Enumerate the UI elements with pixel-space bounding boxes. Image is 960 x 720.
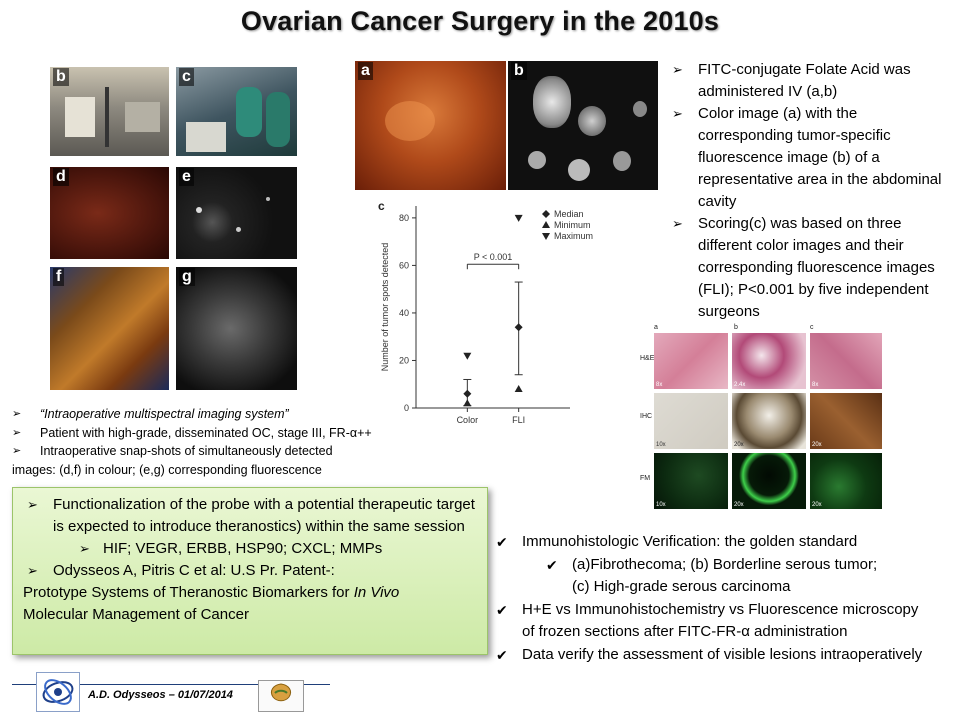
point-minimum-fli bbox=[514, 384, 523, 392]
arrow-bullet-icon: ➢ bbox=[79, 541, 90, 556]
left-bullet-3: ➢ Intraoperative snap-shots of simultaneo… bbox=[12, 442, 412, 461]
legend-label-minimum: Minimum bbox=[554, 220, 591, 230]
image-panel-d: d bbox=[50, 167, 169, 259]
image-label-e: e bbox=[179, 168, 194, 186]
y-tick-label: 60 bbox=[399, 260, 409, 270]
arrow-bullet-icon: ➢ bbox=[672, 106, 683, 121]
right-bullet-2: ➢ Color image (a) with the corresponding … bbox=[672, 105, 942, 210]
image-label-b-top: b bbox=[511, 62, 527, 80]
point-median-fli bbox=[514, 323, 523, 332]
y-tick-label: 80 bbox=[399, 213, 409, 223]
hist-row-ihc: IHC bbox=[640, 413, 653, 420]
hist-he-b: 2.4x bbox=[732, 333, 806, 389]
point-minimum-color bbox=[463, 399, 472, 407]
image-label-f: f bbox=[53, 268, 65, 286]
image-panel-g: g bbox=[176, 267, 297, 390]
checkmark-icon: ✔ bbox=[496, 646, 508, 663]
slide-title: Ovarian Cancer Surgery in the 2010s bbox=[240, 6, 720, 36]
hist-fm-c: 20x bbox=[810, 453, 882, 509]
hist-row-he: H&E bbox=[640, 355, 655, 362]
x-tick-label-color: Color bbox=[457, 415, 479, 425]
checkmark-icon: ✔ bbox=[496, 534, 508, 550]
hist-ihc-a: 10x bbox=[654, 393, 728, 449]
image-panel-b-fluorescence: b bbox=[508, 61, 658, 190]
arrow-bullet-icon: ➢ bbox=[672, 216, 683, 231]
arrow-bullet-icon: ➢ bbox=[12, 445, 22, 457]
left-bullet-1: ➢ “Intraoperative multispectral imaging s… bbox=[12, 405, 412, 424]
legend-marker-maximum bbox=[542, 233, 550, 240]
hist-he-c: 8x bbox=[810, 333, 882, 389]
image-label-g: g bbox=[179, 268, 195, 286]
tumor-spots-chart: c 0 20 40 60 80 Number of tumor spots detected… bbox=[378, 199, 593, 425]
image-label-c: c bbox=[179, 68, 194, 86]
legend-label-maximum: Maximum bbox=[554, 231, 593, 241]
green-item-1: ➢ Functionalization of the probe with a p… bbox=[27, 496, 475, 535]
green-line-4: Molecular Management of Cancer bbox=[23, 606, 249, 623]
x-tick-label-fli: FLI bbox=[512, 415, 525, 425]
checkmark-icon: ✔ bbox=[546, 556, 558, 573]
left-bullet-2: ➢ Patient with high-grade, disseminated O… bbox=[12, 424, 412, 443]
right-bullet-list: ➢ FITC-conjugate Folate Acid was administ… bbox=[672, 59, 952, 323]
hist-he-a: 8x bbox=[654, 333, 728, 389]
hist-fm-b: 20x bbox=[732, 453, 806, 509]
right-bullet-1: ➢ FITC-conjugate Folate Acid was administ… bbox=[672, 61, 911, 100]
hist-col-a: a bbox=[654, 324, 658, 331]
arrow-bullet-icon: ➢ bbox=[27, 563, 38, 578]
y-tick-label: 20 bbox=[399, 355, 409, 365]
check-subitem-1: ✔ (a)Fibrothecoma; (b) Borderline serous … bbox=[546, 555, 878, 596]
left-bullet-3-continuation: images: (d,f) in colour; (e,g) correspon… bbox=[12, 462, 322, 477]
point-maximum-color bbox=[463, 352, 472, 360]
hist-col-c: c bbox=[810, 324, 814, 331]
image-label-d: d bbox=[53, 168, 69, 186]
image-panel-e: e bbox=[176, 167, 297, 259]
verification-checklist: ✔ Immunohistologic Verification: the gold… bbox=[492, 531, 932, 666]
hist-col-b: b bbox=[734, 324, 738, 331]
arrow-bullet-icon: ➢ bbox=[12, 426, 22, 439]
green-subitem-1: ➢ HIF; VEGR, ERBB, HSP90; CXCL; MMPs bbox=[23, 538, 477, 560]
histology-grid: a b c H&E IHC FM 8x 2.4x 8x 10x 20x 20x … bbox=[640, 323, 885, 511]
chart-panel-label: c bbox=[378, 199, 385, 213]
right-bullet-3: ➢ Scoring(c) was based on three different… bbox=[672, 215, 935, 320]
checkmark-icon: ✔ bbox=[496, 601, 508, 618]
green-line-3: Prototype Systems of Theranostic Biomark… bbox=[23, 584, 400, 601]
hist-ihc-b: 20x bbox=[732, 393, 806, 449]
y-tick-label: 0 bbox=[404, 403, 409, 413]
government-emblem bbox=[258, 680, 304, 712]
check-item-3: ✔ Data verify the assessment of visible l… bbox=[492, 644, 932, 667]
legend-marker-median bbox=[542, 210, 550, 218]
institute-logo bbox=[36, 672, 80, 712]
image-panel-b: b bbox=[50, 67, 169, 156]
image-label-b: b bbox=[53, 68, 69, 86]
legend-marker-minimum bbox=[542, 221, 550, 228]
image-panel-c: c bbox=[176, 67, 297, 156]
p-value-annotation: P < 0.001 bbox=[474, 252, 513, 262]
arrow-bullet-icon: ➢ bbox=[12, 408, 22, 420]
arrow-bullet-icon: ➢ bbox=[27, 497, 38, 512]
arrow-bullet-icon: ➢ bbox=[672, 62, 683, 77]
green-item-2: ➢ Odysseos A, Pitris C et al: U.S Pr. Pat… bbox=[23, 560, 477, 582]
point-maximum-fli bbox=[514, 214, 523, 222]
left-bullet-list: ➢ “Intraoperative multispectral imaging s… bbox=[12, 405, 412, 479]
image-panel-f: f bbox=[50, 267, 169, 390]
hist-fm-a: 10x bbox=[654, 453, 728, 509]
hist-row-fm: FM bbox=[640, 475, 651, 482]
image-label-a: a bbox=[358, 62, 373, 80]
hist-ihc-c: 20x bbox=[810, 393, 882, 449]
image-panel-a-color: a bbox=[355, 61, 506, 190]
theranostics-box: ➢ Functionalization of the probe with a p… bbox=[12, 487, 488, 655]
check-item-2: ✔ H+E vs Immunohistochemistry vs Fluoresc… bbox=[496, 600, 919, 641]
y-tick-label: 40 bbox=[399, 308, 409, 318]
check-item-1: ✔ Immunohistologic Verification: the gold… bbox=[492, 531, 932, 554]
y-axis-label: Number of tumor spots detected bbox=[380, 243, 390, 372]
footer-author-date: A.D. Odysseos – 01/07/2014 bbox=[88, 689, 233, 701]
footer-divider bbox=[12, 684, 330, 685]
point-median-color bbox=[463, 389, 472, 398]
legend-label-median: Median bbox=[554, 209, 584, 219]
